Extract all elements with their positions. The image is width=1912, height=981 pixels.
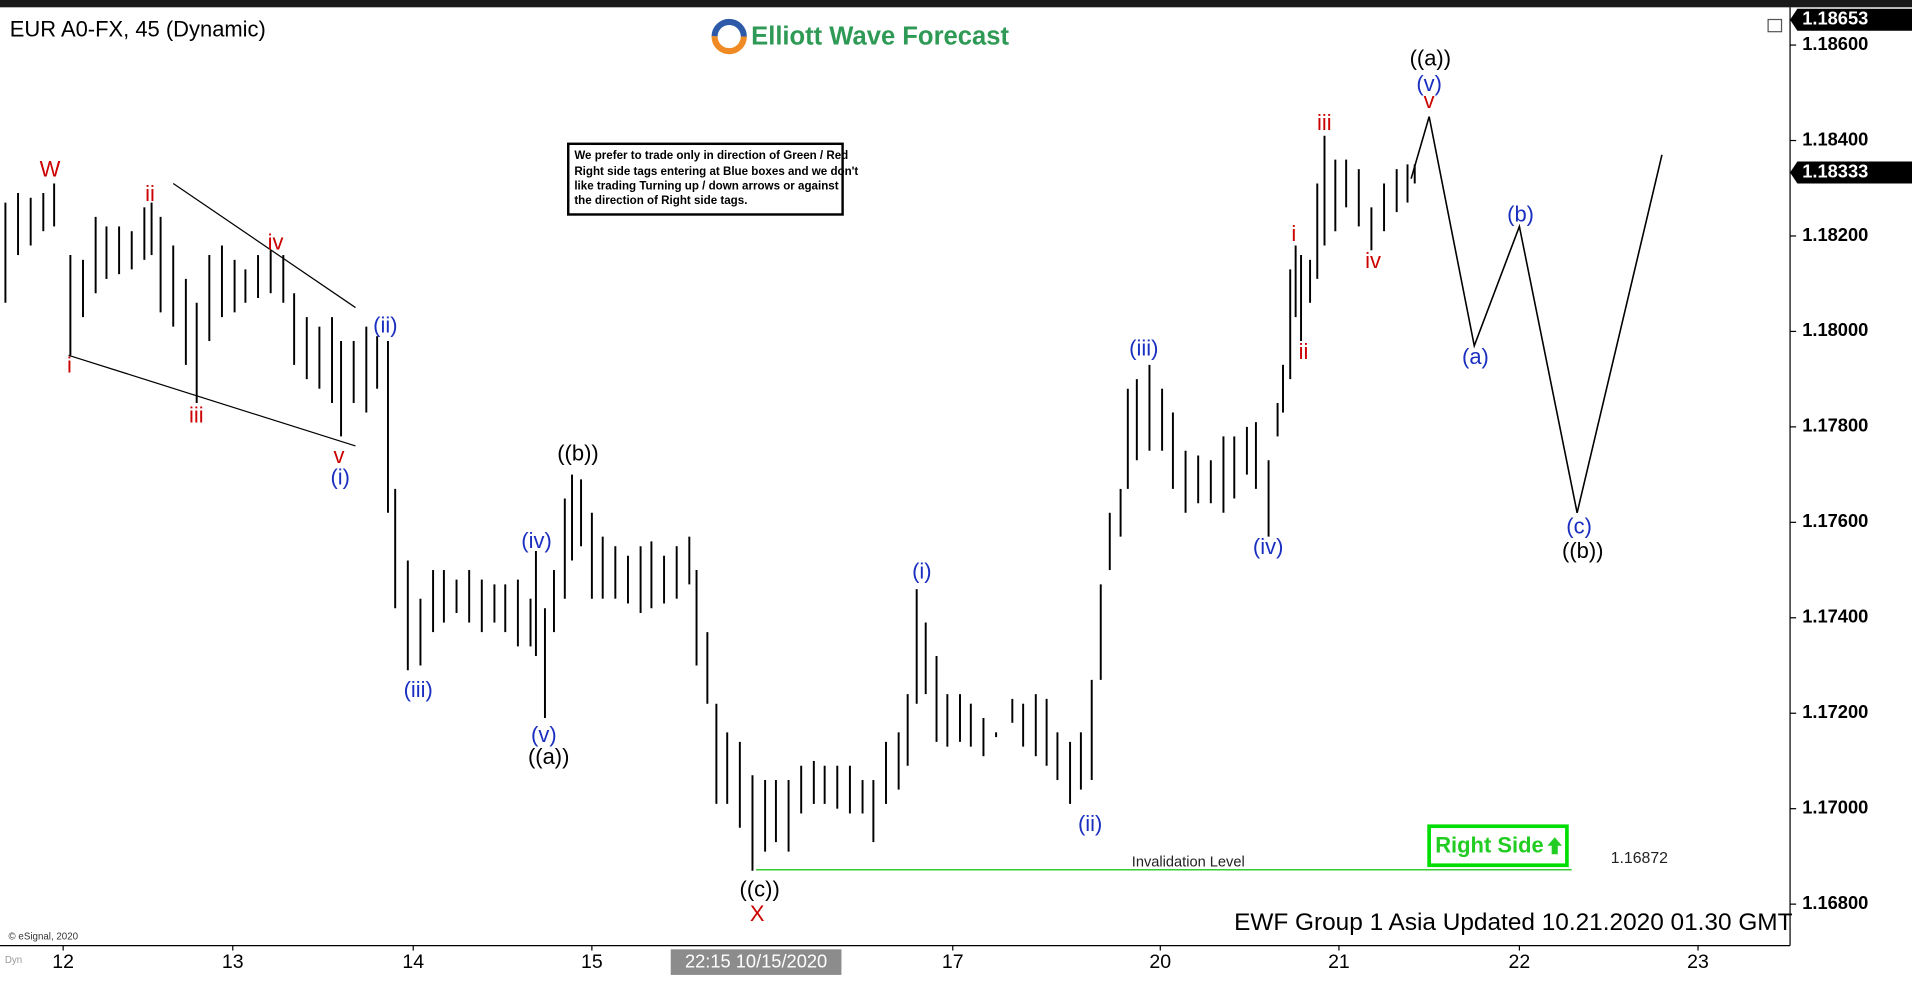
x-tick-label: 13 <box>222 951 244 973</box>
crosshair-label: 22:15 10/15/2020 <box>685 951 827 972</box>
y-tick-label: 1.18600 <box>1802 33 1868 54</box>
chart-title: EUR A0-FX, 45 (Dynamic) <box>10 16 266 41</box>
note-line: the direction of Right side tags. <box>574 195 747 207</box>
wave-label: iii <box>1317 110 1332 135</box>
wave-label: (ii) <box>1078 811 1102 836</box>
wave-label: ((a)) <box>528 744 569 769</box>
right-side-box <box>1427 824 1569 868</box>
wave-label: ii <box>145 181 155 206</box>
wave-label: (ii) <box>373 312 397 337</box>
copyright: © eSignal, 2020 <box>9 932 79 943</box>
wave-label: iv <box>268 230 284 255</box>
crosshair-label-box <box>670 949 842 975</box>
note-line: Right side tags entering at Blue boxes a… <box>574 166 858 178</box>
y-tick-label: 1.17200 <box>1802 701 1868 722</box>
invalidation-value: 1.16872 <box>1611 850 1668 867</box>
wave-label: (iii) <box>1129 336 1158 361</box>
last-price: 1.18333 <box>1802 160 1868 181</box>
last-price-box <box>1790 161 1912 184</box>
high-price: 1.18653 <box>1802 8 1868 29</box>
y-tick-label: 1.18200 <box>1802 224 1868 245</box>
wave-label: iii <box>189 403 204 428</box>
wave-label: ((b)) <box>557 440 598 465</box>
wave-label: X <box>750 901 765 926</box>
trendline <box>172 182 356 309</box>
logo-icon <box>711 18 747 55</box>
y-tick-label: 1.16800 <box>1802 892 1868 913</box>
y-tick-label: 1.17800 <box>1802 415 1868 436</box>
y-tick-label: 1.18000 <box>1802 319 1868 340</box>
x-tick-label: 20 <box>1149 951 1171 973</box>
logo-arc <box>711 18 747 55</box>
wave-label: (b) <box>1507 201 1534 226</box>
corner-label: Dyn <box>5 955 22 966</box>
wave-label: (i) <box>912 559 932 584</box>
y-tick-label: 1.18400 <box>1802 128 1868 149</box>
right-side-text: Right Side <box>1435 833 1544 858</box>
x-tick-label: 23 <box>1687 951 1709 973</box>
wave-label: (i) <box>330 465 350 490</box>
wave-label: (v) <box>1416 71 1442 96</box>
wave-label: iv <box>1365 248 1381 273</box>
x-tick-label: 22 <box>1509 951 1531 973</box>
wave-label: ((a)) <box>1410 46 1451 71</box>
wave-label: W <box>40 156 61 181</box>
window-icon[interactable] <box>1767 18 1783 33</box>
wave-label: i <box>1291 221 1296 246</box>
top-bar <box>0 0 1912 8</box>
invalidation-text: Invalidation Level <box>1132 854 1245 870</box>
wave-label: v <box>334 443 345 468</box>
wave-label: (iv) <box>1253 534 1283 559</box>
x-tick-label: 21 <box>1328 951 1350 973</box>
wave-label: v <box>1424 88 1435 113</box>
forecast-path <box>1410 116 1663 513</box>
x-tick-label: 15 <box>581 951 603 973</box>
y-tick-label: 1.17400 <box>1802 606 1868 627</box>
wave-label: ((b)) <box>1562 538 1603 563</box>
note-line: We prefer to trade only in direction of … <box>574 150 848 162</box>
footer: EWF Group 1 Asia Updated 10.21.2020 01.3… <box>1234 909 1793 936</box>
trendline <box>68 354 356 447</box>
wave-label: (v) <box>531 722 557 747</box>
x-tick-label: 12 <box>52 951 74 973</box>
x-tick-label: 17 <box>942 951 964 973</box>
wave-label: (iii) <box>404 677 433 702</box>
wave-label: i <box>67 353 72 378</box>
high-price-box <box>1790 8 1912 31</box>
wave-label: ((c)) <box>740 877 780 902</box>
wave-label: (c) <box>1566 513 1592 538</box>
y-tick-label: 1.17600 <box>1802 510 1868 531</box>
y-tick-label: 1.17000 <box>1802 797 1868 818</box>
note-line: like trading Turning up / down arrows or… <box>574 181 838 193</box>
right-side-arrow <box>1547 837 1563 855</box>
note-box <box>567 142 844 216</box>
wave-label: (a) <box>1462 344 1489 369</box>
wave-label: ii <box>1299 339 1309 364</box>
logo-text: Elliott Wave Forecast <box>751 23 1009 51</box>
wave-label: (iv) <box>521 528 551 553</box>
x-tick-label: 14 <box>402 951 424 973</box>
